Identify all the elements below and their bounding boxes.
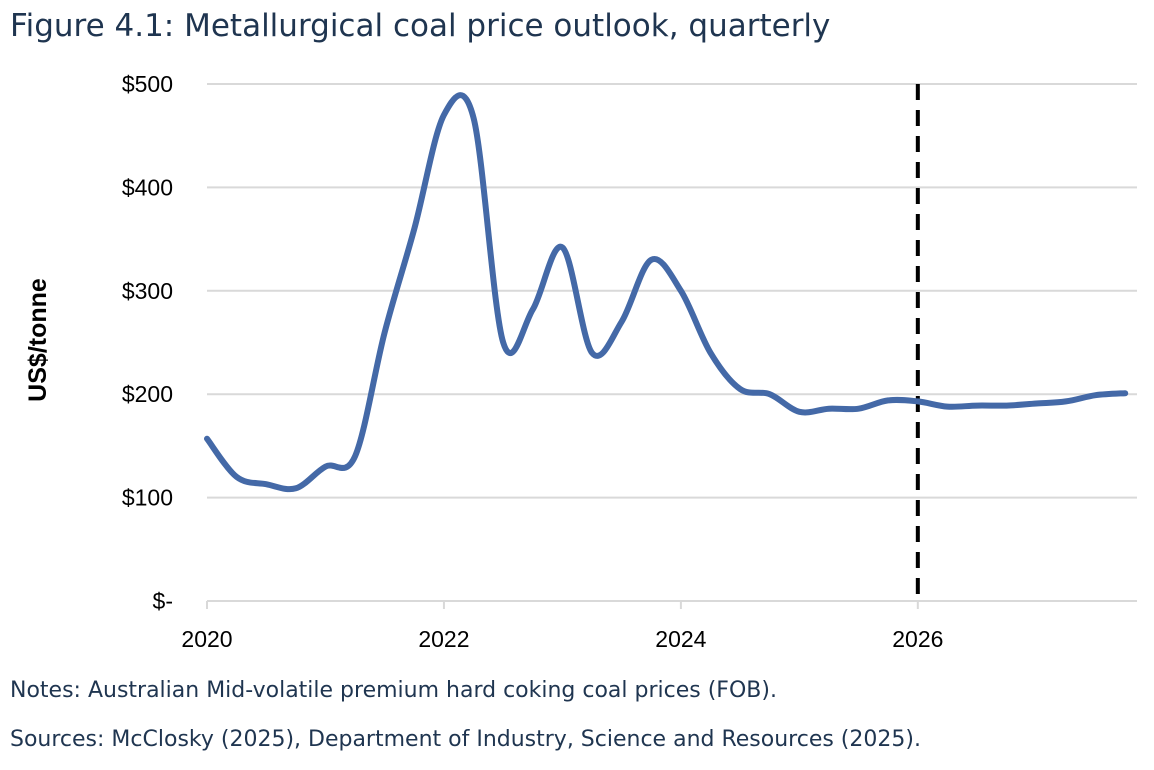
data-point — [974, 403, 980, 409]
data-point — [471, 115, 477, 121]
data-point — [619, 319, 625, 325]
data-point — [796, 409, 802, 415]
y-axis-tick-labels: $- $100 $200 $300 $400 $500 — [122, 71, 173, 614]
y-tick-label: $400 — [122, 174, 173, 200]
y-tick-label: $200 — [122, 381, 173, 407]
data-point — [767, 391, 773, 397]
data-point — [441, 112, 447, 118]
data-point — [915, 398, 921, 404]
x-tick-label: 2022 — [418, 626, 469, 652]
data-point — [885, 397, 891, 403]
data-point — [944, 404, 950, 410]
data-point — [530, 306, 536, 312]
data-point — [382, 329, 388, 335]
data-point — [648, 257, 654, 263]
data-point — [323, 464, 329, 470]
data-point — [559, 244, 565, 250]
data-point — [263, 481, 269, 487]
data-point — [411, 226, 417, 232]
data-point — [1033, 401, 1039, 407]
y-tick-label: $300 — [122, 278, 173, 304]
figure-title: Figure 4.1: Metallurgical coal price out… — [10, 8, 831, 44]
x-tick-label: 2024 — [655, 626, 706, 652]
chart-notes: Notes: Australian Mid-volatile premium h… — [10, 678, 777, 703]
data-point — [293, 485, 299, 491]
data-point — [708, 350, 714, 356]
y-tick-label: $100 — [122, 485, 173, 511]
data-point — [678, 288, 684, 294]
data-point — [856, 406, 862, 412]
chart-sources: Sources: McClosky (2025), Department of … — [10, 727, 921, 752]
data-point — [826, 406, 832, 412]
data-point — [204, 436, 210, 442]
gridlines — [207, 83, 1137, 499]
line-chart: $-$100$200$300$400$500 2020 2022 2024 2026 … — [24, 71, 1137, 652]
y-tick-label: $- — [153, 588, 173, 614]
x-axis: 2020 2022 2024 2026 — [181, 600, 1137, 652]
y-axis-title: US$/tonne — [24, 278, 52, 402]
data-point — [737, 386, 743, 392]
y-tick-label: $500 — [122, 71, 173, 97]
data-point — [500, 340, 506, 346]
data-point — [589, 350, 595, 356]
data-point — [1004, 403, 1010, 409]
data-point — [1122, 390, 1128, 396]
x-tick-label: 2026 — [892, 626, 943, 652]
data-point — [1093, 392, 1099, 398]
x-tick-label: 2020 — [181, 626, 232, 652]
data-point — [352, 453, 358, 459]
series-group — [204, 92, 1129, 493]
series-line-0 — [204, 92, 1129, 493]
data-point — [1063, 398, 1069, 404]
data-point — [234, 474, 240, 480]
